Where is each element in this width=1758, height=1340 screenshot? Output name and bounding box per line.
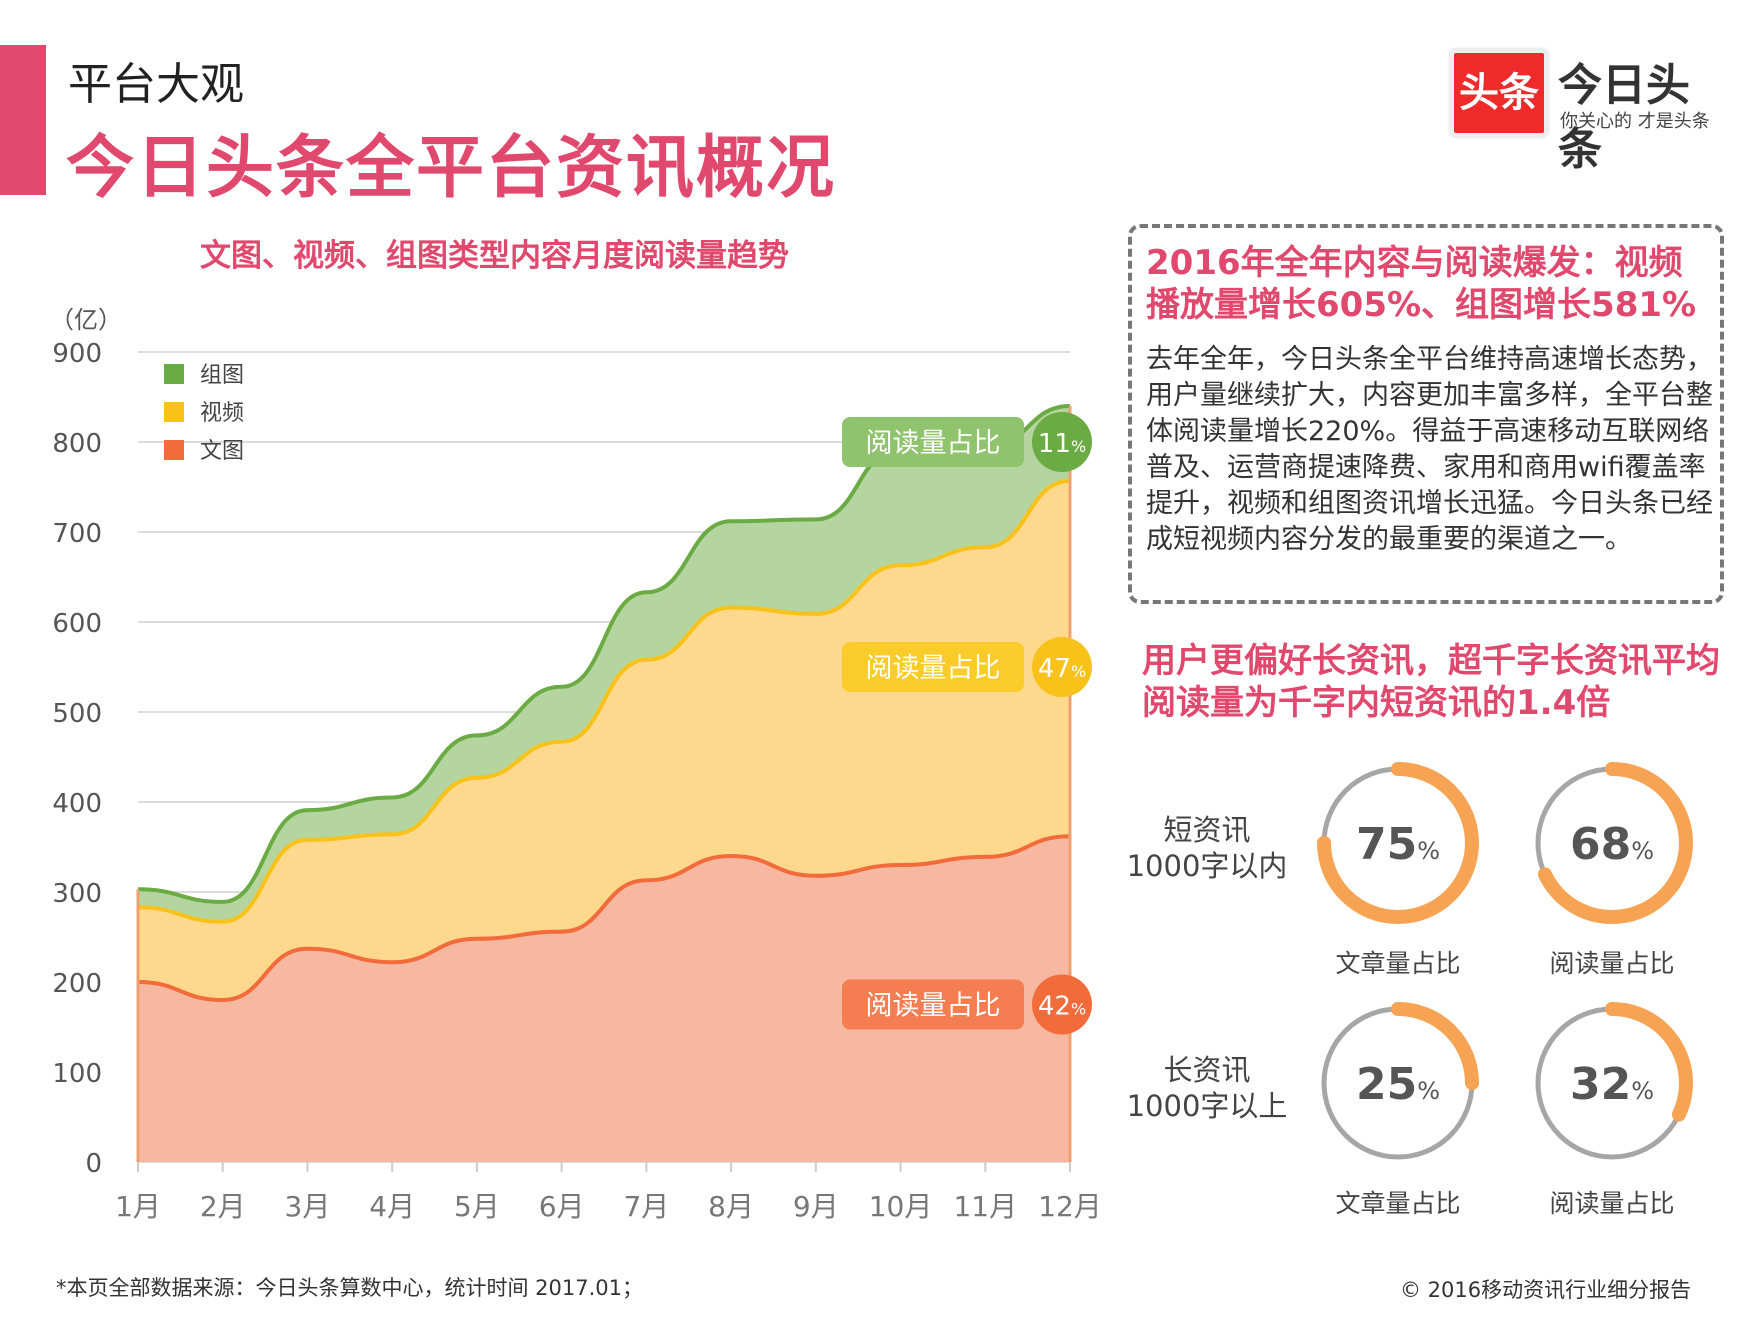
x-tick-label: 10月 (869, 1190, 933, 1223)
logo-mark: 头条 (1450, 49, 1548, 137)
area-text-image (138, 836, 1070, 1162)
x-tick-label: 5月 (454, 1190, 500, 1223)
x-tick-label: 4月 (369, 1190, 415, 1223)
ring-caption: 阅读量占比 (1549, 949, 1675, 978)
y-tick-label: 200 (52, 969, 102, 999)
ring-arc (1317, 1002, 1479, 1164)
y-tick-label: 100 (52, 1059, 102, 1089)
x-tick-label: 7月 (623, 1190, 669, 1223)
legend-label: 组图 (200, 363, 244, 388)
x-tick-label: 3月 (285, 1190, 331, 1223)
logo-mark-text: 头条 (1459, 70, 1539, 116)
long-article-label-line2: 1000字以上 (1126, 1089, 1288, 1123)
legend-swatch (164, 364, 184, 384)
copyright-note: © 2016移动资讯行业细分报告 (1400, 1278, 1692, 1302)
legend-swatch (164, 402, 184, 422)
ring-value: 25% (1356, 1059, 1440, 1110)
legend-label: 文图 (200, 439, 244, 464)
y-tick-label: 0 (85, 1149, 102, 1179)
ring-value: 75% (1356, 819, 1440, 870)
x-tick-label: 6月 (539, 1190, 585, 1223)
share-badge-value: 11% (1038, 429, 1086, 459)
legend-swatch (164, 440, 184, 460)
share-badge (1032, 637, 1092, 697)
ring-caption: 阅读量占比 (1549, 1189, 1675, 1218)
chart-title: 文图、视频、组图类型内容月度阅读量趋势 (200, 238, 789, 274)
y-tick-label: 500 (52, 699, 102, 729)
data-source-note: *本页全部数据来源：今日头条算数中心，统计时间 2017.01； (56, 1276, 644, 1300)
x-tick-label: 12月 (1038, 1190, 1102, 1223)
y-tick-label: 800 (52, 429, 102, 459)
ring-value: 68% (1570, 819, 1654, 870)
y-tick-label: 900 (52, 339, 102, 369)
accent-bar (0, 45, 46, 195)
ring-value: 32% (1570, 1059, 1654, 1110)
share-tag-label: 阅读量占比 (866, 653, 1001, 684)
share-badge (1032, 412, 1092, 472)
callout-body: 去年全年，今日头条全平台维持高速增长态势，用户量继续扩大，内容更加丰富多样，全平… (1146, 344, 1713, 555)
donut-long-article-share: 25% (1317, 1002, 1479, 1164)
long-article-label-line1: 长资讯 (1163, 1053, 1251, 1087)
x-tick-label: 8月 (708, 1190, 754, 1223)
share-tag (842, 417, 1024, 467)
page-title: 今日头条全平台资讯概况 (66, 129, 837, 208)
section-subtitle: 平台大观 (68, 59, 244, 110)
ring-arc (1317, 762, 1479, 924)
donut-short-read-share: 68% (1531, 762, 1693, 924)
x-tick-label: 9月 (793, 1190, 839, 1223)
ring-arc (1531, 1002, 1693, 1164)
logo-name: 今日头条 (1558, 60, 1690, 175)
y-tick-label: 400 (52, 789, 102, 819)
donut-short-article-share: 75% (1317, 762, 1479, 924)
share-tag (842, 642, 1024, 692)
y-tick-label: 700 (52, 519, 102, 549)
ring-caption: 文章量占比 (1335, 1189, 1461, 1218)
ring-arc (1531, 762, 1693, 924)
share-tag-label: 阅读量占比 (866, 991, 1001, 1022)
legend-label: 视频 (200, 401, 244, 426)
toutiao-logo: 头条 今日头条 你关心的 才是头条 (1450, 45, 1730, 175)
donut-long-read-share: 32% (1531, 1002, 1693, 1164)
share-tag (842, 979, 1024, 1030)
x-tick-label: 11月 (953, 1190, 1017, 1223)
series-line (137, 834, 1071, 1003)
callout-headline: 2016年全年内容与阅读爆发：视频播放量增长605%、组图增长581% (1146, 243, 1697, 325)
growth-callout: 2016年全年内容与阅读爆发：视频播放量增长605%、组图增长581% 去年全年… (1128, 224, 1724, 604)
y-tick-label: 300 (52, 879, 102, 909)
short-article-label: 短资讯 1000字以内 (1122, 812, 1292, 884)
logo-slogan: 你关心的 才是头条 (1560, 111, 1710, 132)
y-axis-label: （亿） (50, 306, 122, 334)
share-badge-value: 42% (1038, 992, 1086, 1022)
stacked-area-chart: 0 100 200 300 400 500 600 700 800 900 （亿） 1月 2月 3月 4月 5… (50, 306, 1102, 1223)
y-tick-label: 600 (52, 609, 102, 639)
short-article-label-line1: 短资讯 (1163, 813, 1251, 847)
x-tick-label: 2月 (200, 1190, 246, 1223)
x-tick-label: 1月 (115, 1190, 161, 1223)
ring-caption: 文章量占比 (1335, 949, 1461, 978)
short-article-label-line2: 1000字以内 (1126, 849, 1288, 883)
preference-headline: 用户更偏好长资讯，超千字长资讯平均阅读量为千字内短资讯的1.4倍 (1142, 641, 1720, 723)
long-article-label: 长资讯 1000字以上 (1122, 1052, 1292, 1124)
share-badge (1032, 974, 1092, 1035)
share-tag-label: 阅读量占比 (866, 428, 1001, 459)
series-line (137, 478, 1071, 924)
